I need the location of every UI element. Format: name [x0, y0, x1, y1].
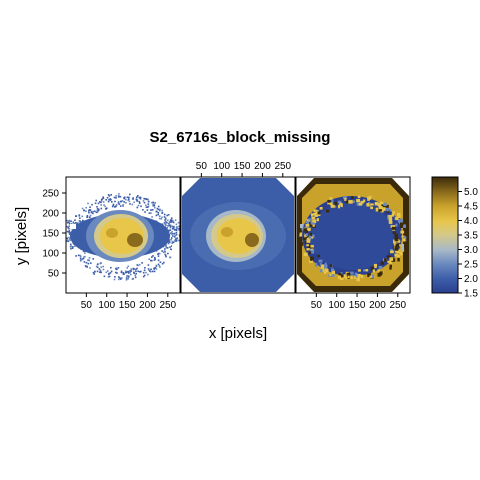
x-axis-label: x [pixels]	[209, 325, 267, 342]
x-tick-label: 200	[139, 300, 156, 311]
x-ticks-bottom: 50 100 150 200 250 50 100 150 200 250	[81, 293, 407, 311]
x-tick-label: 150	[119, 300, 136, 311]
panel-2	[181, 177, 295, 293]
x-tick-label: 50	[311, 300, 323, 311]
chart-title: S2_6716s_block_missing	[150, 129, 331, 146]
x-tick-label-top: 250	[274, 161, 291, 172]
y-tick-label: 100	[42, 249, 59, 260]
colorbar-tick-label: 4.0	[464, 216, 478, 227]
panel-3-frame	[295, 176, 411, 294]
panel-1	[66, 177, 180, 293]
panel-2-frame	[180, 176, 296, 294]
y-ticks-left: 50 100 150 200 250	[42, 189, 66, 280]
y-axis-label: y [pixels]	[13, 207, 30, 265]
x-tick-label: 200	[369, 300, 386, 311]
x-tick-label: 100	[328, 300, 345, 311]
x-tick-label-top: 100	[213, 161, 230, 172]
x-tick-label: 250	[159, 300, 176, 311]
x-tick-label: 50	[81, 300, 93, 311]
y-tick-label: 200	[42, 209, 59, 220]
y-tick-label: 50	[48, 269, 60, 280]
panel-3-speckles	[298, 195, 409, 282]
y-tick-label: 250	[42, 189, 59, 200]
x-tick-label-top: 50	[196, 161, 208, 172]
panel-1-frame	[65, 176, 181, 294]
y-tick-label: 150	[42, 229, 59, 240]
colorbar-tick-label: 2.0	[464, 274, 478, 285]
colorbar-tick-label: 5.0	[464, 187, 478, 198]
x-tick-label: 100	[98, 300, 115, 311]
x-tick-label: 150	[349, 300, 366, 311]
x-ticks-top: 50 100 150 200 250	[196, 161, 292, 177]
x-tick-label-top: 200	[254, 161, 271, 172]
x-tick-label-top: 150	[234, 161, 251, 172]
colorbar	[431, 176, 459, 294]
panel-3	[296, 177, 410, 293]
colorbar-tick-label: 3.0	[464, 245, 478, 256]
colorbar-tick-label: 4.5	[464, 202, 478, 213]
colorbar-ticks: 1.5 2.0 2.5 3.0 3.5 4.0 4.5 5.0	[458, 187, 478, 300]
colorbar-tick-label: 1.5	[464, 289, 478, 300]
colorbar-tick-label: 2.5	[464, 260, 478, 271]
x-tick-label: 250	[389, 300, 406, 311]
colorbar-tick-label: 3.5	[464, 231, 478, 242]
